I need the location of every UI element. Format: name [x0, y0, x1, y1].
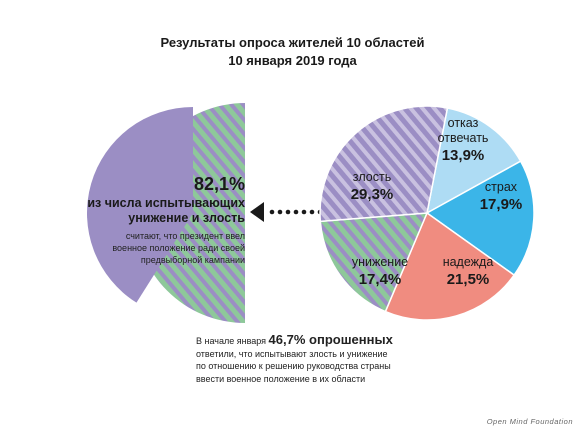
title-line-2: 10 января 2019 года [228, 53, 357, 68]
arrow-dot [309, 209, 315, 215]
pie-slice-4 [319, 105, 449, 223]
pie-slice-2 [384, 211, 516, 321]
right-pie [319, 105, 535, 321]
note-line-1: В начале января 46,7% опрошенных [196, 332, 436, 348]
left-half-pie [86, 103, 245, 323]
note-line-2: ответили, что испытывают злость и унижен… [196, 348, 388, 359]
note-highlight: 46,7% опрошенных [268, 332, 393, 347]
pie-slice-0 [425, 107, 522, 215]
arrow-dots [269, 209, 331, 215]
arrow-head [250, 202, 264, 222]
pie-slice-1 [425, 160, 535, 277]
arrow-dot [301, 209, 307, 215]
note-line-4: ввести военное положение в их области [196, 373, 366, 384]
arrow-dot [293, 209, 299, 215]
footer-credit: Open Mind Foundation [486, 417, 573, 426]
note-prefix: В начале января [196, 336, 269, 346]
summary-note: В начале января 46,7% опрошенных ответил… [196, 332, 436, 385]
arrow-dot [269, 209, 275, 215]
arrow-pointer [250, 202, 331, 222]
title-line-1: Результаты опроса жителей 10 областей [160, 35, 425, 50]
chart-title: Результаты опроса жителей 10 областей 10… [0, 34, 585, 70]
left-pie-82-1-segment [86, 107, 193, 303]
arrow-dot [285, 209, 291, 215]
pie-slice-3 [319, 212, 429, 313]
note-line-3: по отношению к решению руководства стран… [196, 361, 391, 371]
arrow-dot [277, 209, 283, 215]
